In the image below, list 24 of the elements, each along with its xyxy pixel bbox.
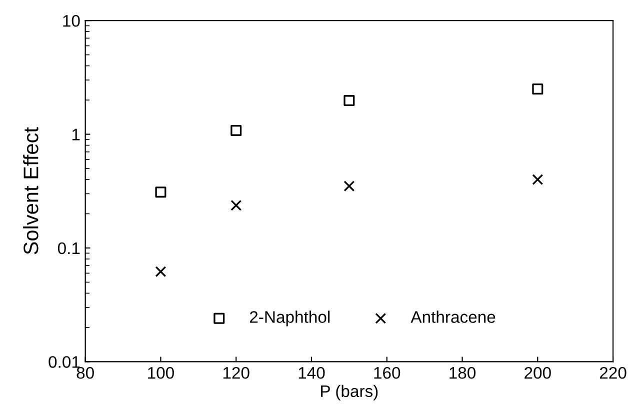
point <box>344 180 355 192</box>
legend-label: Anthracene <box>410 310 496 323</box>
point <box>155 186 166 198</box>
y-tick-label: 1 <box>72 128 80 140</box>
y-axis-title: Solvent Effect <box>23 127 38 254</box>
y-tick-label: 0.1 <box>58 242 80 254</box>
x-tick-label: 100 <box>148 366 174 379</box>
x-tick-label: 180 <box>450 366 476 379</box>
x-tick-label: 140 <box>298 366 325 379</box>
x-axis-title: P (bars) <box>321 384 378 400</box>
legend-label: 2-Naphthol <box>250 310 330 326</box>
point <box>230 124 242 136</box>
point <box>532 174 544 186</box>
x-tick-label: 200 <box>524 366 551 379</box>
x-tick-label: 120 <box>223 366 250 379</box>
x-tick-label: 220 <box>600 366 626 379</box>
y-tick-label: 10 <box>63 14 80 27</box>
point <box>532 84 544 95</box>
point <box>155 266 166 278</box>
point <box>230 200 242 211</box>
x-tick-label: 160 <box>374 366 400 379</box>
y-tick-label: 0.01 <box>48 356 80 368</box>
x-tick-label: 80 <box>76 366 94 379</box>
point <box>344 95 355 106</box>
